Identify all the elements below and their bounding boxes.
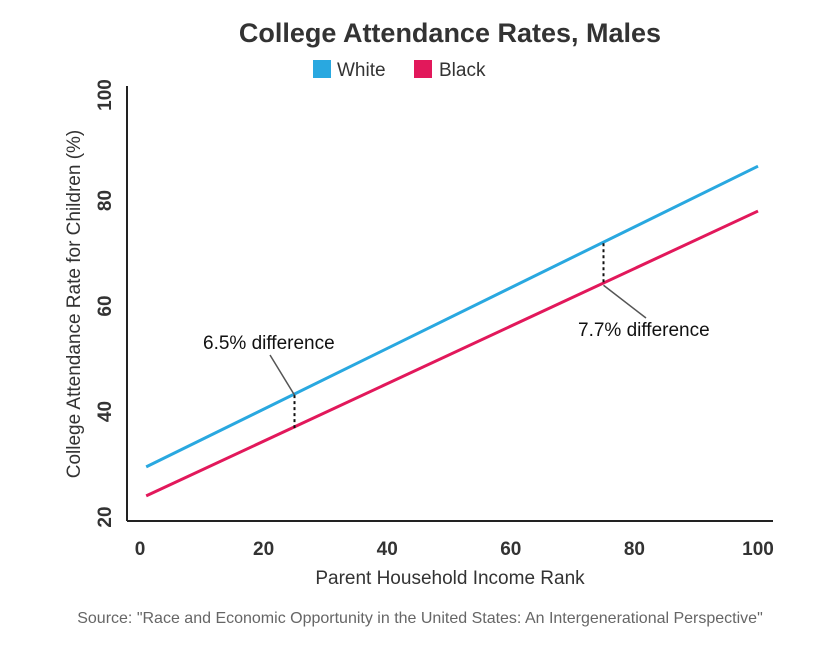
legend: White Black — [313, 60, 486, 81]
annotation-leader-line — [269, 354, 296, 396]
series-line-white — [145, 164, 759, 469]
source-note: Source: "Race and Economic Opportunity i… — [77, 610, 763, 627]
legend-label-black: Black — [439, 60, 486, 81]
y-tick-label: 40 — [95, 401, 116, 422]
y-tick-label: 20 — [95, 506, 116, 527]
y-tick-label: 80 — [95, 190, 116, 211]
legend-swatch-black — [414, 60, 432, 78]
x-tick-label: 40 — [377, 539, 398, 560]
annotation-layer: 6.5% difference 7.7% difference — [203, 243, 710, 430]
x-tick-label: 60 — [500, 539, 521, 560]
y-axis-ticks: 20 40 60 80 100 — [95, 79, 116, 527]
annotation-label-low: 6.5% difference — [203, 333, 335, 354]
series-layer — [145, 164, 759, 498]
x-tick-label: 80 — [624, 539, 645, 560]
annotation-leader-line — [603, 284, 647, 319]
annotation-label-high: 7.7% difference — [578, 320, 710, 341]
series-line-black — [145, 209, 759, 498]
x-axis-label: Parent Household Income Rank — [315, 568, 585, 589]
chart-title: College Attendance Rates, Males — [239, 18, 661, 48]
legend-swatch-white — [313, 60, 331, 78]
x-axis-ticks: 0 20 40 60 80 100 — [135, 539, 774, 560]
x-tick-label: 0 — [135, 539, 146, 560]
y-tick-label: 60 — [95, 295, 116, 316]
legend-label-white: White — [337, 60, 386, 81]
x-tick-label: 20 — [253, 539, 274, 560]
x-tick-label: 100 — [742, 539, 774, 560]
y-axis-label: College Attendance Rate for Children (%) — [64, 130, 85, 479]
y-tick-label: 100 — [95, 79, 116, 111]
